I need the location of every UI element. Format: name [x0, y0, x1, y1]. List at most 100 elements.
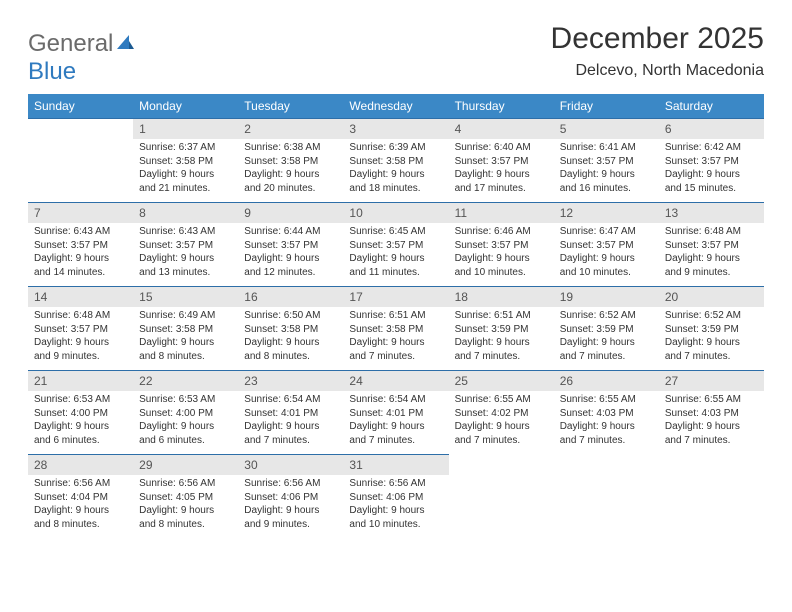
day-details: Sunrise: 6:41 AMSunset: 3:57 PMDaylight:… [554, 139, 659, 199]
day-number: 6 [659, 119, 764, 139]
page-title: December 2025 [551, 22, 764, 56]
calendar-cell: 24Sunrise: 6:54 AMSunset: 4:01 PMDayligh… [343, 371, 448, 455]
sunset-line: Sunset: 4:00 PM [34, 407, 127, 421]
day-details: Sunrise: 6:50 AMSunset: 3:58 PMDaylight:… [238, 307, 343, 367]
calendar-cell: 20Sunrise: 6:52 AMSunset: 3:59 PMDayligh… [659, 287, 764, 371]
calendar-cell [554, 455, 659, 539]
day-details: Sunrise: 6:47 AMSunset: 3:57 PMDaylight:… [554, 223, 659, 283]
day-header: Monday [133, 94, 238, 119]
calendar-cell: 23Sunrise: 6:54 AMSunset: 4:01 PMDayligh… [238, 371, 343, 455]
sunset-line: Sunset: 3:58 PM [244, 323, 337, 337]
calendar-cell: 25Sunrise: 6:55 AMSunset: 4:02 PMDayligh… [449, 371, 554, 455]
calendar-cell: 9Sunrise: 6:44 AMSunset: 3:57 PMDaylight… [238, 203, 343, 287]
daylight-line: Daylight: 9 hours and 11 minutes. [349, 252, 442, 279]
sail-icon [115, 30, 135, 58]
day-details: Sunrise: 6:51 AMSunset: 3:58 PMDaylight:… [343, 307, 448, 367]
sunset-line: Sunset: 3:57 PM [455, 155, 548, 169]
sunrise-line: Sunrise: 6:44 AM [244, 225, 337, 239]
day-details: Sunrise: 6:44 AMSunset: 3:57 PMDaylight:… [238, 223, 343, 283]
day-details: Sunrise: 6:56 AMSunset: 4:04 PMDaylight:… [28, 475, 133, 535]
daylight-line: Daylight: 9 hours and 14 minutes. [34, 252, 127, 279]
calendar-cell: 14Sunrise: 6:48 AMSunset: 3:57 PMDayligh… [28, 287, 133, 371]
sunrise-line: Sunrise: 6:53 AM [139, 393, 232, 407]
day-number: 19 [554, 287, 659, 307]
sunset-line: Sunset: 3:57 PM [139, 239, 232, 253]
sunrise-line: Sunrise: 6:47 AM [560, 225, 653, 239]
day-header: Tuesday [238, 94, 343, 119]
sunrise-line: Sunrise: 6:48 AM [665, 225, 758, 239]
sunset-line: Sunset: 4:03 PM [560, 407, 653, 421]
day-details: Sunrise: 6:52 AMSunset: 3:59 PMDaylight:… [659, 307, 764, 367]
sunrise-line: Sunrise: 6:55 AM [665, 393, 758, 407]
daylight-line: Daylight: 9 hours and 10 minutes. [560, 252, 653, 279]
sunrise-line: Sunrise: 6:50 AM [244, 309, 337, 323]
sunset-line: Sunset: 4:04 PM [34, 491, 127, 505]
sunset-line: Sunset: 3:57 PM [665, 239, 758, 253]
daylight-line: Daylight: 9 hours and 9 minutes. [665, 252, 758, 279]
day-number: 28 [28, 455, 133, 475]
sunset-line: Sunset: 3:58 PM [349, 155, 442, 169]
daylight-line: Daylight: 9 hours and 8 minutes. [34, 504, 127, 531]
day-details: Sunrise: 6:54 AMSunset: 4:01 PMDaylight:… [343, 391, 448, 451]
brand-text: GeneralBlue [28, 30, 135, 86]
daylight-line: Daylight: 9 hours and 20 minutes. [244, 168, 337, 195]
daylight-line: Daylight: 9 hours and 7 minutes. [560, 336, 653, 363]
day-details: Sunrise: 6:38 AMSunset: 3:58 PMDaylight:… [238, 139, 343, 199]
sunset-line: Sunset: 3:57 PM [349, 239, 442, 253]
sunset-line: Sunset: 3:59 PM [455, 323, 548, 337]
day-number: 10 [343, 203, 448, 223]
day-number: 20 [659, 287, 764, 307]
sunset-line: Sunset: 4:01 PM [349, 407, 442, 421]
calendar-cell: 2Sunrise: 6:38 AMSunset: 3:58 PMDaylight… [238, 119, 343, 203]
sunrise-line: Sunrise: 6:52 AM [665, 309, 758, 323]
calendar-cell: 19Sunrise: 6:52 AMSunset: 3:59 PMDayligh… [554, 287, 659, 371]
day-details: Sunrise: 6:48 AMSunset: 3:57 PMDaylight:… [28, 307, 133, 367]
day-number: 3 [343, 119, 448, 139]
calendar-cell: 31Sunrise: 6:56 AMSunset: 4:06 PMDayligh… [343, 455, 448, 539]
day-details: Sunrise: 6:55 AMSunset: 4:03 PMDaylight:… [554, 391, 659, 451]
sunset-line: Sunset: 4:03 PM [665, 407, 758, 421]
calendar-cell: 10Sunrise: 6:45 AMSunset: 3:57 PMDayligh… [343, 203, 448, 287]
day-number: 21 [28, 371, 133, 391]
calendar-cell: 12Sunrise: 6:47 AMSunset: 3:57 PMDayligh… [554, 203, 659, 287]
sunset-line: Sunset: 3:57 PM [560, 155, 653, 169]
calendar-table: SundayMondayTuesdayWednesdayThursdayFrid… [28, 94, 764, 539]
sunset-line: Sunset: 3:57 PM [665, 155, 758, 169]
day-details: Sunrise: 6:53 AMSunset: 4:00 PMDaylight:… [133, 391, 238, 451]
day-details: Sunrise: 6:42 AMSunset: 3:57 PMDaylight:… [659, 139, 764, 199]
daylight-line: Daylight: 9 hours and 6 minutes. [34, 420, 127, 447]
daylight-line: Daylight: 9 hours and 8 minutes. [244, 336, 337, 363]
daylight-line: Daylight: 9 hours and 9 minutes. [244, 504, 337, 531]
day-number: 25 [449, 371, 554, 391]
sunrise-line: Sunrise: 6:48 AM [34, 309, 127, 323]
day-details: Sunrise: 6:40 AMSunset: 3:57 PMDaylight:… [449, 139, 554, 199]
sunrise-line: Sunrise: 6:56 AM [244, 477, 337, 491]
sunset-line: Sunset: 3:58 PM [139, 323, 232, 337]
sunrise-line: Sunrise: 6:56 AM [34, 477, 127, 491]
day-details: Sunrise: 6:49 AMSunset: 3:58 PMDaylight:… [133, 307, 238, 367]
sunset-line: Sunset: 4:01 PM [244, 407, 337, 421]
day-number: 15 [133, 287, 238, 307]
day-details: Sunrise: 6:51 AMSunset: 3:59 PMDaylight:… [449, 307, 554, 367]
brand-logo: GeneralBlue [28, 22, 135, 86]
calendar-cell: 6Sunrise: 6:42 AMSunset: 3:57 PMDaylight… [659, 119, 764, 203]
calendar-cell: 4Sunrise: 6:40 AMSunset: 3:57 PMDaylight… [449, 119, 554, 203]
day-details: Sunrise: 6:55 AMSunset: 4:03 PMDaylight:… [659, 391, 764, 451]
sunset-line: Sunset: 3:58 PM [349, 323, 442, 337]
day-details: Sunrise: 6:53 AMSunset: 4:00 PMDaylight:… [28, 391, 133, 451]
daylight-line: Daylight: 9 hours and 7 minutes. [560, 420, 653, 447]
sunrise-line: Sunrise: 6:55 AM [560, 393, 653, 407]
day-details: Sunrise: 6:56 AMSunset: 4:06 PMDaylight:… [343, 475, 448, 535]
sunrise-line: Sunrise: 6:41 AM [560, 141, 653, 155]
sunrise-line: Sunrise: 6:43 AM [139, 225, 232, 239]
day-number: 11 [449, 203, 554, 223]
calendar-cell: 27Sunrise: 6:55 AMSunset: 4:03 PMDayligh… [659, 371, 764, 455]
day-details: Sunrise: 6:52 AMSunset: 3:59 PMDaylight:… [554, 307, 659, 367]
sunset-line: Sunset: 3:57 PM [34, 239, 127, 253]
calendar-cell [659, 455, 764, 539]
daylight-line: Daylight: 9 hours and 8 minutes. [139, 336, 232, 363]
sunrise-line: Sunrise: 6:38 AM [244, 141, 337, 155]
calendar-cell: 22Sunrise: 6:53 AMSunset: 4:00 PMDayligh… [133, 371, 238, 455]
day-header: Friday [554, 94, 659, 119]
sunrise-line: Sunrise: 6:37 AM [139, 141, 232, 155]
